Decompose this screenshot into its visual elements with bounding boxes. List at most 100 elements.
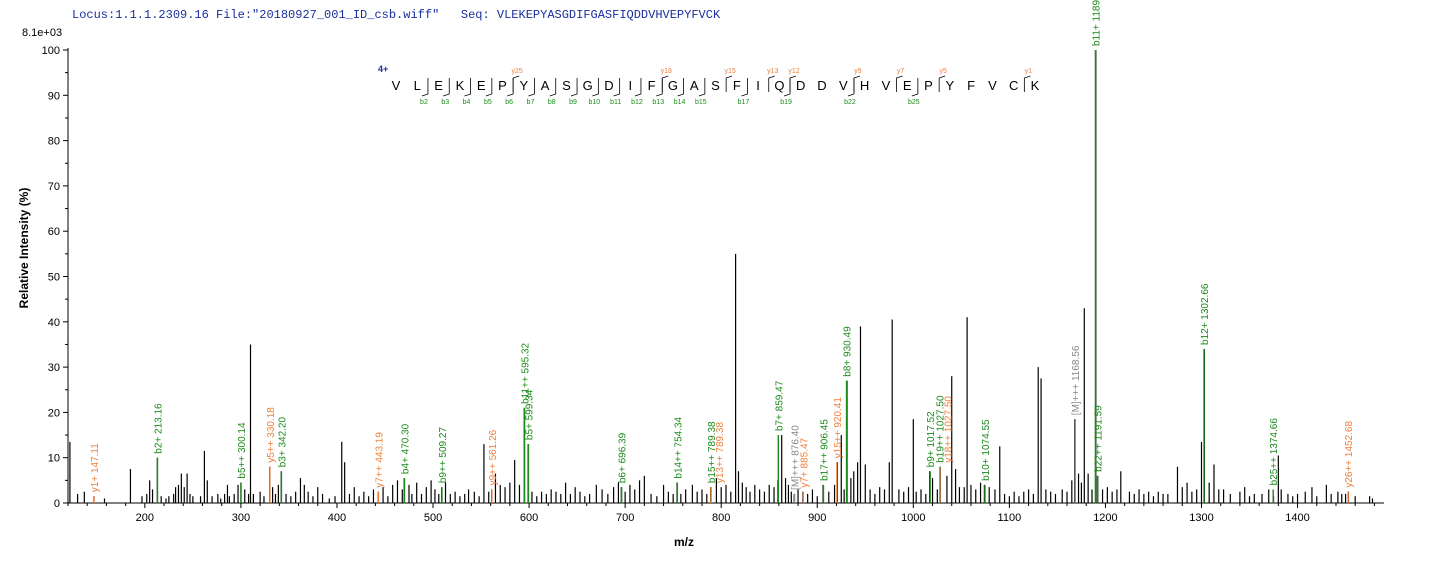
y-ion-bracket xyxy=(768,75,775,92)
peak-annotation-label: y1+ 147.11 xyxy=(90,443,101,492)
peak-annotation-label: b11+ 1189.57 xyxy=(1091,0,1102,46)
y-ion-marker: y15 xyxy=(725,68,736,75)
b-ion-bracket xyxy=(677,78,684,97)
y-ion-bracket xyxy=(789,75,797,92)
y-tick-label: 90 xyxy=(48,90,60,102)
sequence-residue: E xyxy=(903,78,912,93)
sequence-residue: D xyxy=(817,78,826,93)
peak-annotation-label: y7+ 885.47 xyxy=(799,437,810,487)
y-ion-bracket xyxy=(725,75,733,92)
y-ion-marker: y25 xyxy=(512,68,523,75)
chart-axes: 200 300 400 500 600 700 800 900 1000 1100 1200 1300… xyxy=(42,45,1384,524)
x-tick-label: 200 xyxy=(136,512,154,524)
peak-annotation-label: b2+ 213.16 xyxy=(153,403,164,454)
peak-annotation-label: [M]+++ 876.40 xyxy=(791,425,802,490)
y-ion-marker: y7 xyxy=(897,68,905,75)
b-ion-marker: b17 xyxy=(738,99,750,106)
peak-annotation-label: b8+ 930.49 xyxy=(843,326,854,377)
peak-annotation-label: y9++ 561.26 xyxy=(488,429,499,485)
sequence-residue: S xyxy=(562,78,571,93)
peak-annotation-label: b5++ 300.14 xyxy=(237,422,248,479)
y-ion-bracket xyxy=(896,75,903,92)
sequence-residue: P xyxy=(924,78,933,93)
b-ion-bracket xyxy=(549,78,557,97)
seq-value: VLEKEPYASGDIFGASFIQDDVHVEPYFVCK xyxy=(496,8,721,22)
file-text: File:"20180927_001_ID_csb.wiff" xyxy=(216,8,440,22)
y-tick-label: 0 xyxy=(54,498,60,510)
peak-annotation-label: y7++ 443.19 xyxy=(374,432,385,488)
b-ion-bracket xyxy=(507,78,514,97)
b-ion-marker: b11 xyxy=(610,99,621,106)
x-tick-label: 300 xyxy=(232,512,250,524)
peak-annotation-label: b22++ 1191.59 xyxy=(1093,405,1104,472)
y-tick-label: 70 xyxy=(48,181,60,193)
y-ion-bracket xyxy=(661,75,669,92)
b-ion-marker: b25 xyxy=(908,99,920,106)
peak-annotation-label: b9+ 1017.52 xyxy=(926,411,937,467)
b-ion-bracket xyxy=(592,78,599,97)
peak-annotation-label: b6+ 696.39 xyxy=(618,432,629,483)
y-ion-bracket xyxy=(853,75,861,92)
b-ion-bracket xyxy=(485,78,493,97)
b-ion-bracket xyxy=(421,78,429,97)
y-tick-label: 50 xyxy=(48,272,60,284)
sequence-residue: G xyxy=(668,78,678,93)
sequence-residue: I xyxy=(756,78,760,93)
b-ion-marker: b22 xyxy=(844,99,856,106)
sequence-residue: V xyxy=(882,78,891,93)
peak-annotation-label: b15++ 789.38 xyxy=(707,421,718,483)
x-tick-label: 1000 xyxy=(901,512,925,524)
b-ion-marker: b4 xyxy=(463,99,471,106)
sequence-residue: V xyxy=(839,78,848,93)
sequence-residue: A xyxy=(690,78,699,93)
y-ion-marker: y1 xyxy=(1025,68,1033,75)
sequence-residue: K xyxy=(1031,78,1040,93)
sequence-residue: E xyxy=(477,78,486,93)
y-ion-marker: y18 xyxy=(661,68,672,75)
b-ion-bracket xyxy=(847,78,855,97)
sequence-residue: V xyxy=(988,78,997,93)
sequence-residue: P xyxy=(498,78,507,93)
peak-annotation-label: b3+ 342.20 xyxy=(277,417,288,468)
sequence-residue: F xyxy=(733,78,741,93)
b-ion-bracket xyxy=(656,78,663,97)
y-tick-label: 80 xyxy=(48,136,60,148)
peak-annotation-label: b10+ 1074.55 xyxy=(981,419,992,481)
b-ion-bracket xyxy=(464,78,471,97)
x-axis-title: m/z xyxy=(674,535,694,549)
y-ion-marker: y9 xyxy=(854,68,862,75)
peak-annotation-label: b12+ 1302.66 xyxy=(1200,283,1211,345)
sequence-residue: L xyxy=(414,78,421,93)
peak-annotation-label: b19++ 1027.50 xyxy=(936,395,947,463)
sequence-residue: A xyxy=(541,78,550,93)
sequence-residue: I xyxy=(628,78,632,93)
peak-annotation-label: b11++ 595.32 xyxy=(521,342,532,403)
y-tick-label: 20 xyxy=(48,407,60,419)
y-axis-title: Relative Intensity (%) xyxy=(17,188,31,309)
b-ion-marker: b6 xyxy=(505,99,513,106)
b-ion-bracket xyxy=(911,78,919,97)
b-ion-bracket xyxy=(613,78,621,97)
x-tick-label: 1400 xyxy=(1285,512,1309,524)
sequence-residue: D xyxy=(604,78,613,93)
b-ion-marker: b15 xyxy=(695,99,707,106)
sequence-residue: V xyxy=(392,78,401,93)
peak-annotation-label: [M]+++ 1168.56 xyxy=(1071,345,1082,415)
peak-annotation-label: b9++ 509.27 xyxy=(438,427,449,484)
peak-annotation-label: b4+ 470.30 xyxy=(400,423,411,474)
y-ion-marker: y5 xyxy=(939,68,947,75)
x-tick-label: 900 xyxy=(808,512,826,524)
b-ion-marker: b14 xyxy=(674,99,686,106)
peak-annotation-label: y15++ 920.41 xyxy=(833,397,844,459)
b-ion-marker: b7 xyxy=(527,99,535,106)
sequence-residue: K xyxy=(456,78,465,93)
sequence-residue: C xyxy=(1009,78,1018,93)
sequence-residue: D xyxy=(796,78,805,93)
b-ion-marker: b10 xyxy=(589,99,601,106)
b-ion-marker: b5 xyxy=(484,99,492,106)
sequence-residue: S xyxy=(711,78,720,93)
spectrum-header: Locus:1.1.1.2309.16 File:"20180927_001_I… xyxy=(72,8,720,22)
b-ion-bracket xyxy=(443,78,450,97)
b-ion-bracket xyxy=(783,78,791,97)
sequence-residue: Y xyxy=(945,78,954,93)
